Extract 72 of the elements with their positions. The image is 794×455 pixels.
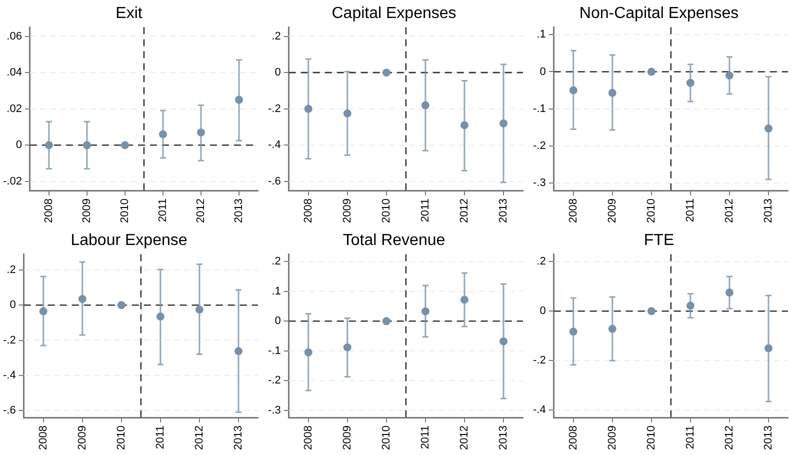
x-tick-label: 2008 [567, 426, 580, 450]
y-tick-label: -.1 [532, 102, 546, 115]
y-tick-label: -.3 [268, 404, 281, 416]
x-tick-label: 2013 [498, 426, 510, 450]
x-tick-label: 2008 [42, 198, 55, 224]
x-tick-label: 2011 [684, 198, 696, 222]
x-tick-label: 2008 [302, 426, 314, 450]
y-tick-label: 0 [274, 315, 281, 328]
y-tick-label: -.2 [532, 354, 546, 367]
x-tick-label: 2009 [606, 198, 618, 224]
x-tick-label: 2013 [762, 198, 775, 224]
x-tick-label: 2012 [723, 198, 736, 224]
x-tick-label: 2009 [76, 426, 88, 450]
x-tick-label: 2010 [645, 426, 658, 450]
x-tick-label: 2011 [157, 198, 170, 222]
y-tick-label: -.6 [268, 175, 281, 188]
x-tick-label: 2010 [115, 426, 128, 450]
y-tick-label: -.4 [2, 369, 16, 382]
x-tick-label: 2012 [723, 426, 736, 450]
y-tick-label: -.02 [2, 175, 22, 188]
x-tick-label: 2008 [567, 198, 580, 224]
y-tick-label: -.2 [532, 140, 546, 152]
x-tick-label: 2010 [380, 198, 392, 224]
y-tick-label: -.1 [268, 344, 281, 357]
y-tick-label: -.4 [268, 139, 281, 152]
y-tick-label: .2 [6, 264, 16, 276]
y-tick-label: 0 [10, 299, 16, 312]
chart-title: Exit [116, 5, 143, 22]
x-tick-label: 2013 [762, 426, 775, 450]
y-tick-label: -.2 [268, 374, 281, 387]
y-tick-label: .1 [536, 28, 546, 41]
chart-title: FTE [644, 232, 674, 250]
y-tick-label: -.6 [2, 404, 16, 417]
y-tick-label: .02 [6, 102, 22, 115]
x-tick-label: 2012 [458, 426, 470, 450]
y-tick-label: 0 [540, 305, 546, 318]
x-tick-label: 2013 [233, 198, 246, 224]
x-tick-label: 2012 [193, 426, 206, 450]
y-tick-label: 0 [274, 66, 281, 79]
y-tick-label: -.4 [532, 404, 546, 416]
chart-title: Capital Expenses [332, 5, 456, 22]
chart-title: Total Revenue [342, 232, 446, 250]
x-tick-label: 2012 [195, 198, 208, 224]
x-tick-label: 2009 [80, 198, 93, 224]
y-tick-label: .2 [536, 256, 546, 268]
chart-title: Non-Capital Expenses [579, 5, 739, 22]
x-tick-label: 2013 [498, 198, 510, 224]
y-tick-label: 0 [16, 139, 22, 152]
y-tick-label: -.3 [532, 177, 546, 190]
y-tick-label: -.2 [268, 102, 281, 115]
x-tick-label: 2008 [302, 198, 314, 224]
y-tick-label: -.2 [2, 334, 16, 346]
x-tick-label: 2009 [606, 426, 618, 450]
x-tick-label: 2011 [419, 198, 432, 222]
chart-title: Labour Expense [70, 232, 188, 250]
x-tick-label: 2012 [458, 198, 470, 224]
y-tick-label: .06 [6, 30, 22, 42]
x-tick-label: 2009 [341, 198, 354, 224]
y-tick-label: .2 [272, 30, 281, 42]
x-tick-label: 2013 [232, 426, 245, 450]
y-tick-label: .2 [272, 256, 281, 268]
x-tick-label: 2011 [419, 426, 432, 450]
x-tick-label: 2010 [380, 426, 392, 450]
x-tick-label: 2008 [37, 426, 50, 450]
y-tick-label: .04 [6, 66, 22, 79]
y-tick-label: 0 [540, 66, 546, 78]
x-tick-label: 2010 [645, 198, 658, 224]
x-tick-label: 2010 [119, 198, 132, 224]
x-tick-label: 2011 [684, 426, 696, 450]
y-tick-label: .1 [272, 285, 281, 298]
x-tick-label: 2011 [154, 426, 166, 450]
x-tick-label: 2009 [341, 426, 354, 450]
